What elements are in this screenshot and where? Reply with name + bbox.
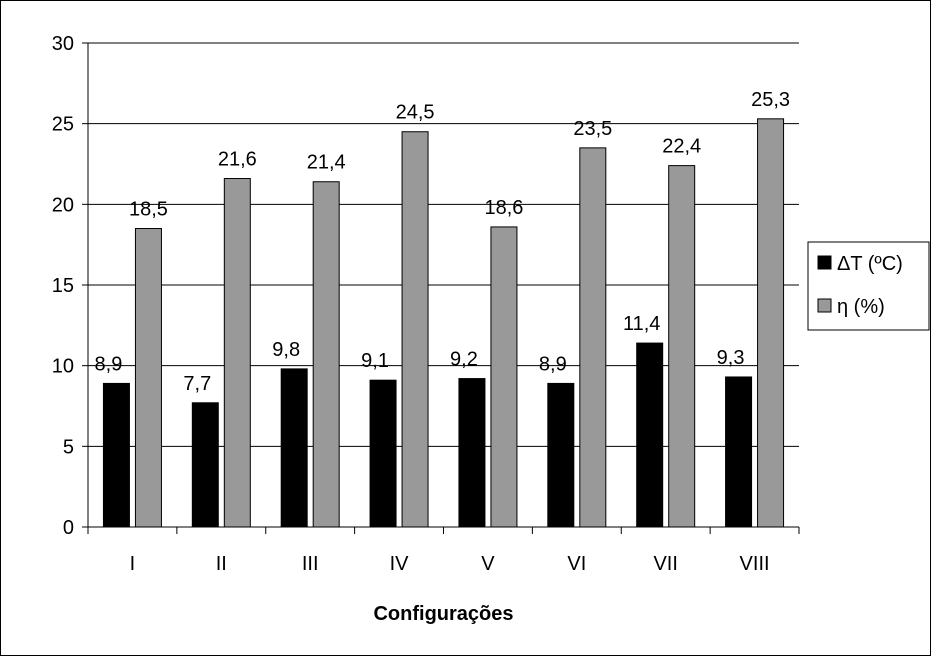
bar-eta [223, 178, 251, 528]
legend: ΔT (ºC) η (%) [807, 241, 930, 331]
y-tick-label: 30 [52, 33, 74, 55]
x-tick-label: II [216, 553, 227, 575]
bar-eta [312, 181, 340, 528]
bar-eta [401, 131, 429, 528]
bar-eta [668, 165, 696, 528]
y-tick-label: 15 [52, 275, 74, 297]
bar-delta-t [280, 368, 308, 528]
data-label: 7,7 [183, 373, 211, 395]
x-tick-label: IV [390, 553, 410, 575]
y-tick-label: 0 [63, 517, 74, 539]
data-label: 9,2 [450, 349, 478, 371]
axes [87, 43, 799, 528]
data-label: 21,4 [307, 152, 346, 174]
legend-swatch [817, 298, 832, 313]
legend-label: ΔT (ºC) [837, 253, 903, 275]
bar-delta-t [458, 378, 486, 528]
legend-swatch [817, 255, 832, 270]
y-tick-label: 20 [52, 194, 74, 216]
data-label: 18,6 [484, 197, 523, 219]
bar-delta-t [547, 382, 575, 528]
bar-delta-t [102, 382, 130, 528]
bar-delta-t [191, 402, 219, 528]
x-tick-label: V [481, 553, 495, 575]
bar-delta-t [369, 379, 397, 528]
data-label: 24,5 [396, 102, 435, 124]
y-tick-label: 5 [63, 436, 74, 458]
x-tick-label: VII [653, 553, 677, 575]
data-label: 8,9 [539, 353, 567, 375]
data-label: 23,5 [573, 118, 612, 140]
bars [102, 118, 785, 528]
data-label: 22,4 [662, 136, 701, 158]
y-tick-label: 25 [52, 114, 74, 136]
bar-eta [490, 226, 518, 528]
x-tick-labels: I II III IV V VI VII VIII [130, 553, 770, 575]
y-tick-label: 10 [52, 356, 74, 378]
x-tick-label: I [130, 553, 136, 575]
x-tick-label: III [302, 553, 319, 575]
data-label: 8,9 [95, 353, 123, 375]
data-label: 18,5 [129, 199, 168, 221]
data-label: 11,4 [623, 313, 660, 335]
x-tick-label: VIII [740, 553, 770, 575]
bar-eta [134, 228, 162, 528]
data-label: 9,3 [717, 347, 745, 369]
data-label: 25,3 [751, 89, 790, 111]
bar-delta-t [636, 342, 664, 528]
y-tick-labels: 0 5 10 15 20 25 30 [52, 33, 74, 539]
x-axis-title: Configurações [373, 603, 513, 625]
legend-label: η (%) [837, 296, 885, 318]
x-tick-label: VI [567, 553, 586, 575]
bar-eta [579, 147, 607, 528]
data-label: 9,8 [272, 339, 300, 361]
data-label: 21,6 [218, 149, 257, 171]
bar-delta-t [725, 376, 753, 528]
data-labels: 8,9 18,5 7,7 21,6 9,8 21,4 9,1 24,5 9,2 18,6 8,9 23… [95, 89, 791, 395]
data-label: 9,1 [361, 350, 389, 372]
bar-eta [757, 118, 785, 528]
